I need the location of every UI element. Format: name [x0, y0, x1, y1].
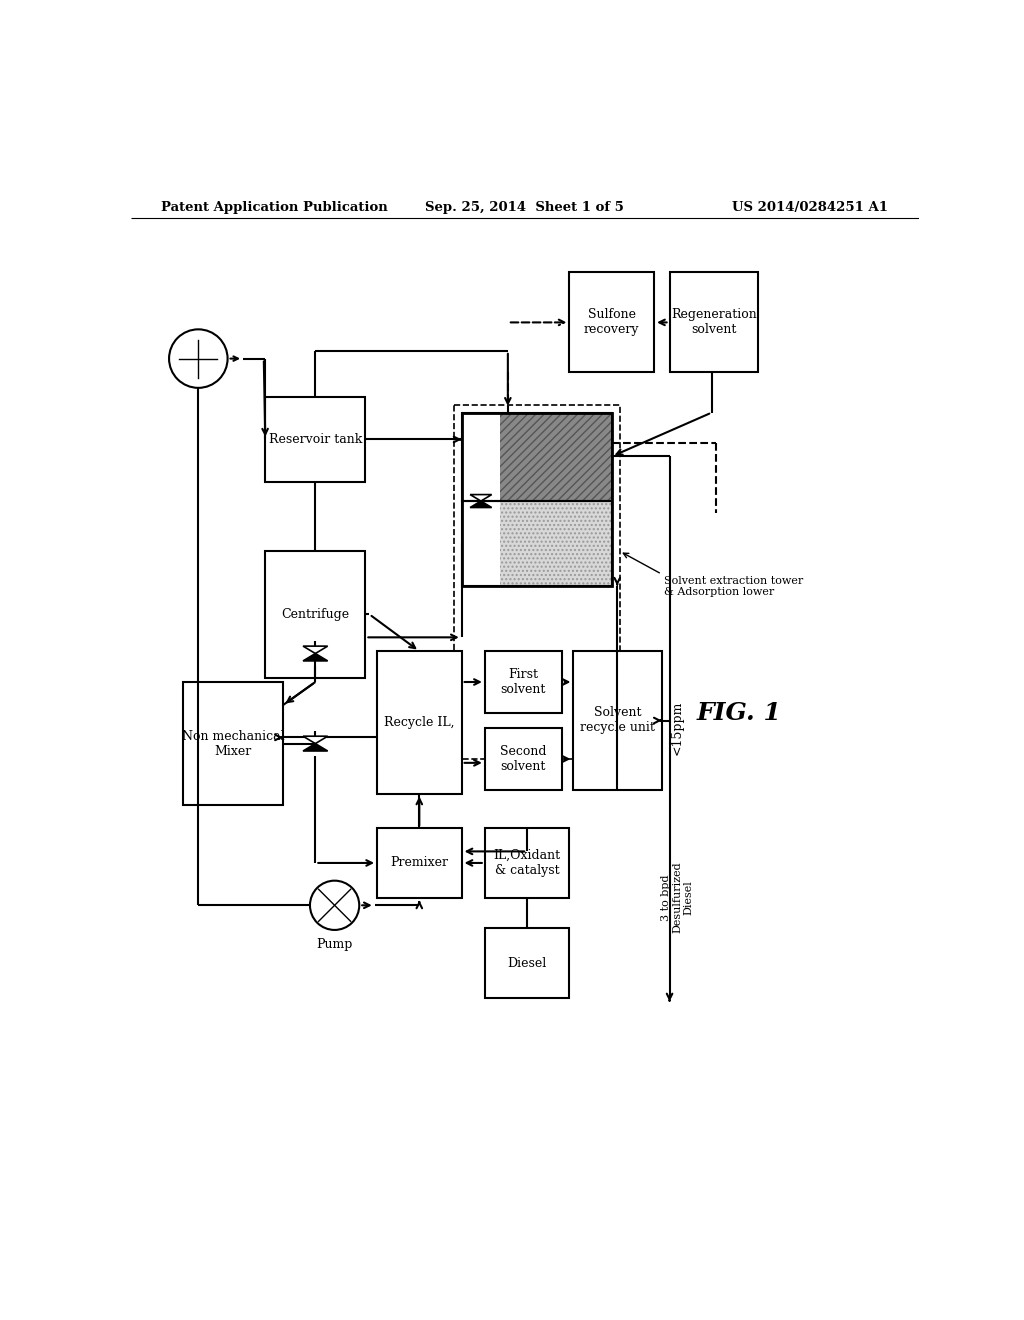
Text: Centrifuge: Centrifuge	[282, 609, 349, 622]
Bar	[462, 412, 611, 586]
Text: Sep. 25, 2014  Sheet 1 of 5: Sep. 25, 2014 Sheet 1 of 5	[425, 201, 625, 214]
Text: First
solvent: First solvent	[501, 668, 546, 696]
Text: <15ppm: <15ppm	[671, 701, 684, 755]
Bar	[265, 397, 366, 482]
Polygon shape	[470, 495, 492, 502]
Bar	[484, 729, 562, 789]
Bar	[670, 272, 758, 372]
Text: Solvent extraction tower
& Adsorption lower: Solvent extraction tower & Adsorption lo…	[665, 576, 804, 598]
Bar	[484, 829, 569, 898]
Bar	[462, 502, 500, 586]
Text: Sulfone
recovery: Sulfone recovery	[584, 309, 640, 337]
Text: Reservoir tank: Reservoir tank	[268, 433, 362, 446]
Bar	[462, 412, 611, 502]
Text: Recycle IL,: Recycle IL,	[384, 715, 455, 729]
Bar	[500, 412, 611, 502]
Bar	[573, 651, 662, 789]
Bar	[484, 651, 562, 713]
Bar	[377, 651, 462, 793]
Text: US 2014/0284251 A1: US 2014/0284251 A1	[732, 201, 888, 214]
Text: Premixer: Premixer	[390, 857, 449, 870]
Text: Pump: Pump	[316, 937, 353, 950]
Bar	[377, 829, 462, 898]
Bar	[265, 552, 366, 678]
Text: 3 to bpd
Desulfurized
Diesel: 3 to bpd Desulfurized Diesel	[660, 862, 694, 933]
Text: Solvent
recycle unit: Solvent recycle unit	[581, 706, 655, 734]
Polygon shape	[303, 743, 328, 751]
Polygon shape	[470, 502, 492, 507]
Polygon shape	[303, 737, 328, 743]
Polygon shape	[303, 653, 328, 661]
Text: Patent Application Publication: Patent Application Publication	[162, 201, 388, 214]
Bar	[454, 405, 620, 759]
Polygon shape	[303, 645, 328, 653]
Text: IL,Oxidant
& catalyst: IL,Oxidant & catalyst	[494, 849, 561, 876]
Bar	[484, 928, 569, 998]
Text: Non mechanical
Mixer: Non mechanical Mixer	[181, 730, 285, 758]
Bar	[183, 682, 283, 805]
Bar	[500, 502, 611, 586]
Text: Diesel: Diesel	[508, 957, 547, 970]
Bar	[462, 502, 611, 586]
Bar	[500, 412, 611, 502]
Bar	[462, 412, 500, 502]
Bar	[569, 272, 654, 372]
Text: FIG. 1: FIG. 1	[696, 701, 781, 725]
Text: Regeneration
solvent: Regeneration solvent	[671, 309, 757, 337]
Text: Second
solvent: Second solvent	[500, 744, 547, 774]
